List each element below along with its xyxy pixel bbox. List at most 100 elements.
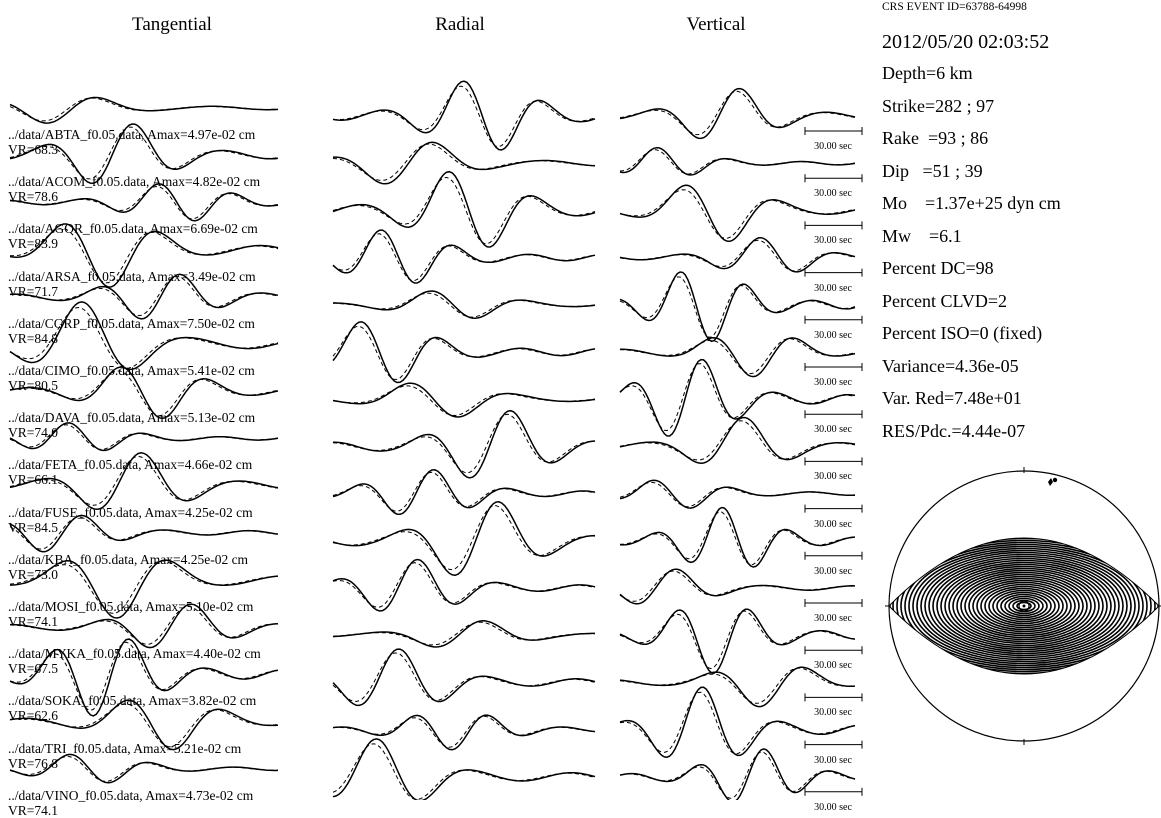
scale-bar: [804, 268, 863, 277]
tangential-observed-trace: [9, 183, 279, 222]
station-file-amax: ../data/VINO_f0.05.data, Amax=4.73e-02 c…: [8, 787, 254, 803]
station-file-amax: ../data/MOSI_f0.05.data, Amax=5.10e-02 c…: [8, 599, 254, 614]
station-label: ../data/MOSI_f0.05.data, Amax=5.10e-02 c…: [8, 599, 253, 629]
radial-observed-trace: [332, 229, 596, 284]
radial-synthetic-trace: [332, 176, 596, 245]
station-label: ../data/CIMO_f0.05.data, Amax=5.41e-02 c…: [8, 363, 255, 393]
tangential-observed-trace: [9, 559, 279, 619]
radial-synthetic-trace: [332, 505, 596, 571]
vertical-synthetic-trace: [619, 751, 856, 799]
station-label: ../data/KBA_f0.05.data, Amax=4.25e-02 cm…: [8, 552, 248, 582]
radial-synthetic-trace: [332, 233, 596, 282]
station-vr: VR=78.6: [8, 189, 58, 205]
vertical-observed-trace: [619, 146, 856, 176]
radial-synthetic-trace: [332, 652, 596, 703]
vertical-observed-trace: [619, 87, 856, 140]
station-file-amax: ../data/MYKA_f0.05.data, Amax=4.40e-02 c…: [8, 646, 261, 662]
station-vr: VR=84.8: [8, 330, 58, 346]
scale-bar: [804, 787, 863, 796]
station-vr: VR=74.1: [8, 802, 58, 818]
radial-synthetic-trace: [332, 385, 596, 417]
t-axis-marker: [1052, 477, 1058, 483]
event-datetime: 2012/05/20 02:03:52: [882, 31, 1050, 53]
station-label: ../data/TRI_f0.05.data, Amax=5.21e-02 cm…: [8, 741, 241, 771]
tangential-observed-trace: [9, 123, 279, 184]
scale-bar: [804, 740, 863, 749]
radial-observed-trace: [332, 648, 596, 707]
radial-observed-trace: [332, 170, 596, 248]
station-label: ../data/FETA_f0.05.data, Amax=4.66e-02 c…: [8, 457, 252, 487]
vertical-synthetic-trace: [619, 481, 856, 508]
p-axis-marker: [1048, 478, 1053, 486]
station-label: ../data/CGRP_f0.05.data, Amax=7.50e-02 c…: [8, 316, 255, 346]
radial-synthetic-trace: [332, 621, 596, 646]
tangential-synthetic-trace: [9, 605, 278, 645]
radial-synthetic-trace: [332, 325, 596, 380]
radial-synthetic-trace: [332, 85, 596, 148]
scale-bar-label: 30.00 sec: [814, 329, 852, 341]
station-file-amax: ../data/ARSA_f0.05.data, Amax=3.49e-02 c…: [8, 268, 256, 284]
station-vr: VR=68.3: [8, 142, 58, 157]
scale-bar: [804, 646, 863, 655]
vertical-synthetic-trace: [619, 189, 856, 239]
tangential-synthetic-trace: [9, 185, 279, 220]
station-label: ../data/ABTA_f0.05.data, Amax=4.97e-02 c…: [8, 127, 255, 157]
scale-bar-label: 30.00 sec: [814, 141, 852, 152]
radial-observed-trace: [332, 290, 596, 319]
station-label: ../data/AGOR_f0.05.data, Amax=6.69e-02 c…: [8, 221, 258, 251]
radial-synthetic-trace: [333, 292, 596, 318]
vertical-observed-trace: [619, 506, 856, 568]
source-parameter: Strike=282 ; 97: [882, 95, 995, 116]
tangential-observed-trace: [9, 96, 279, 124]
source-parameter: Dip =51 ; 39: [882, 160, 983, 181]
tangential-synthetic-trace: [9, 424, 279, 451]
column-title-vertical: Vertical: [686, 14, 746, 35]
source-parameter: Mw =6.1: [882, 225, 962, 246]
source-parameter: Percent ISO=0 (fixed): [882, 323, 1043, 343]
vertical-synthetic-trace: [619, 667, 856, 704]
station-file-amax: ../data/DAVA_f0.05.data, Amax=5.13e-02 c…: [8, 410, 256, 426]
nodal-planes: [888, 537, 1160, 675]
scale-bar: [804, 457, 863, 466]
center-marker: [1018, 600, 1030, 612]
scale-bar: [804, 693, 863, 702]
compressional-quadrant: [888, 537, 1160, 675]
station-file-amax: ../data/SOKA_f0.05.data, Amax=3.82e-02 c…: [8, 693, 257, 709]
station-file-amax: ../data/FETA_f0.05.data, Amax=4.66e-02 c…: [8, 457, 253, 473]
vertical-observed-trace: [620, 336, 856, 378]
vertical-synthetic-trace: [619, 570, 856, 602]
station-file-amax: ../data/CGRP_f0.05.data, Amax=7.50e-02 c…: [8, 315, 255, 331]
vertical-observed-trace: [619, 479, 856, 509]
scale-bar: [804, 363, 863, 371]
scale-bar: [804, 599, 863, 607]
source-parameter: Depth=6 km: [882, 63, 973, 83]
radial-synthetic-trace: [332, 562, 596, 608]
tangential-synthetic-trace: [9, 306, 279, 369]
scale-bar-label: 30.00 sec: [814, 613, 852, 624]
event-id: CRS EVENT ID=63788-64998: [882, 1, 1027, 13]
scale-bar: [804, 221, 863, 230]
station-vr: VR=73.0: [8, 566, 58, 582]
vertical-observed-trace: [619, 748, 856, 800]
radial-synthetic-trace: [332, 715, 596, 748]
tangential-synthetic-trace: [9, 370, 279, 417]
vertical-observed-trace: [619, 666, 856, 708]
scale-bar: [804, 551, 863, 560]
tangential-synthetic-trace: [9, 560, 279, 614]
vertical-synthetic-trace: [619, 610, 856, 670]
vertical-synthetic-trace: [619, 691, 856, 755]
station-label: ../data/VINO_f0.05.data, Amax=4.73e-02 c…: [8, 788, 253, 818]
tangential-synthetic-trace: [9, 126, 279, 180]
radial-observed-trace: [333, 409, 596, 479]
scale-bar-label: 30.00 sec: [814, 377, 852, 388]
station-label: ../data/SOKA_f0.05.data, Amax=3.82e-02 c…: [8, 693, 256, 723]
station-file-amax: ../data/FUSE_f0.05.data, Amax=4.25e-02 c…: [8, 504, 253, 520]
station-vr: VR=83.9: [8, 236, 58, 252]
tangential-observed-trace: [9, 301, 279, 371]
tangential-synthetic-trace: [9, 97, 279, 122]
source-parameter: Rake =93 ; 86: [882, 128, 989, 148]
station-file-amax: ../data/ACOM_f0.05.data, Amax=4.82e-02 c…: [8, 174, 261, 190]
station-vr: VR=74.0: [8, 425, 58, 441]
vertical-synthetic-trace: [619, 149, 856, 175]
scale-bar-label: 30.00 sec: [814, 188, 852, 200]
